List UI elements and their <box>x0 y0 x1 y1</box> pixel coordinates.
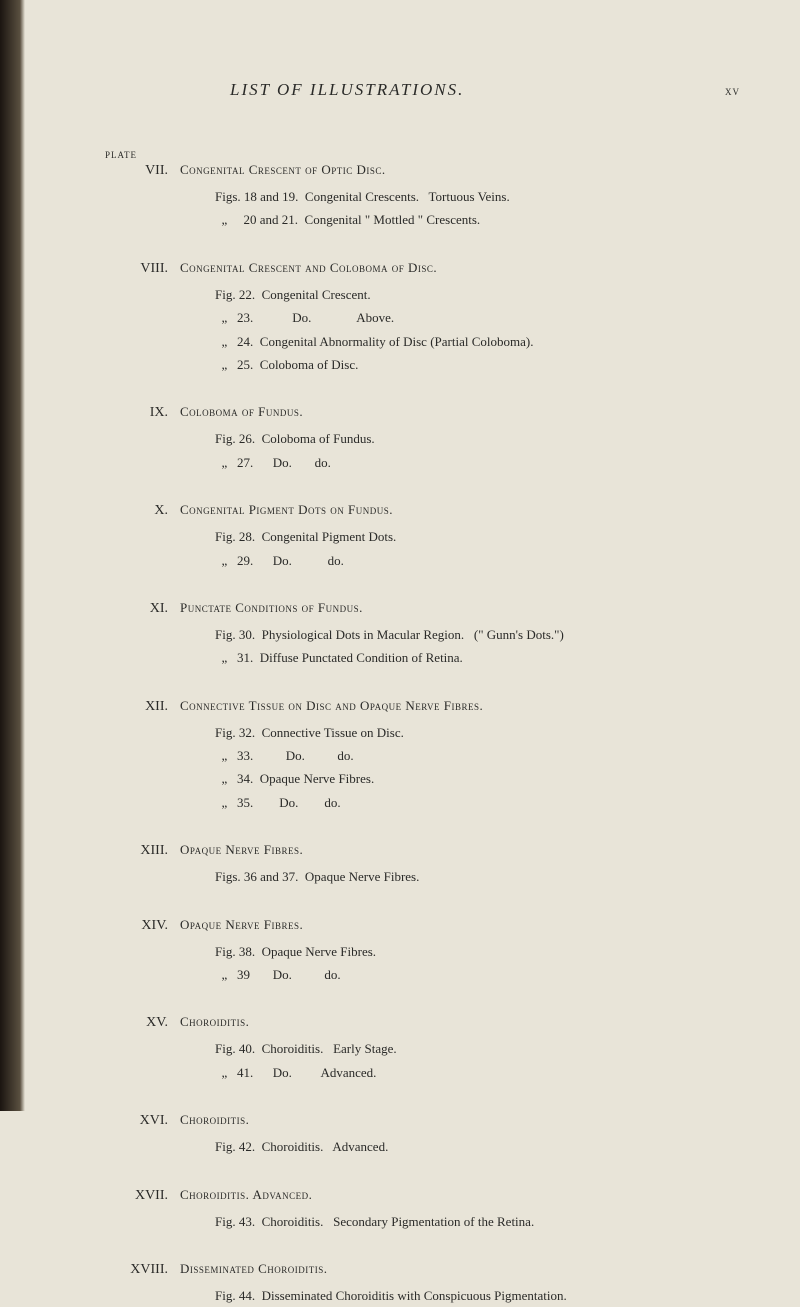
plate-roman: XVI. <box>120 1113 168 1129</box>
plate-title: Choroiditis. Advanced. <box>180 1187 312 1203</box>
figure-line: „ 27. Do. do. <box>215 451 740 474</box>
plate-roman: XIII. <box>120 843 168 859</box>
page-number: xv <box>725 83 740 99</box>
plate-header: XVII. Choroiditis. Advanced. <box>120 1187 740 1204</box>
figure-line: „ 20 and 21. Congenital " Mottled " Cres… <box>215 208 740 231</box>
plate-title: Choroiditis. <box>180 1112 249 1128</box>
figure-line: „ 24. Congenital Abnormality of Disc (Pa… <box>215 330 740 353</box>
list-entry: XII. Connective Tissue on Disc and Opaque… <box>120 698 740 815</box>
figure-line: „ 35. Do. do. <box>215 791 740 814</box>
figure-list: Fig. 30. Physiological Dots in Macular R… <box>215 623 740 670</box>
page-title: LIST OF ILLUSTRATIONS. <box>230 80 464 100</box>
plate-header: X. Congenital Pigment Dots on Fundus. <box>120 502 740 519</box>
plate-roman: XIV. <box>120 918 168 934</box>
plate-roman: X. <box>120 503 168 519</box>
figure-list: Fig. 38. Opaque Nerve Fibres. „ 39 Do. d… <box>215 940 740 987</box>
figure-line: „ 25. Coloboma of Disc. <box>215 353 740 376</box>
plate-roman: XII. <box>120 699 168 715</box>
list-entry: XVI. Choroiditis. Fig. 42. Choroiditis. Ad… <box>120 1112 740 1158</box>
list-entry: PLATEVII.Congenital Crescent of Optic Di… <box>120 150 740 232</box>
list-entry: XIII. Opaque Nerve Fibres. Figs. 36 and 37… <box>120 842 740 888</box>
plate-roman: IX. <box>120 405 168 421</box>
plate-header: XI. Punctate Conditions of Fundus. <box>120 600 740 617</box>
figure-list: Fig. 40. Choroiditis. Early Stage. „ 41.… <box>215 1037 740 1084</box>
list-entry: XVII. Choroiditis. Advanced. Fig. 43. Chor… <box>120 1187 740 1233</box>
plate-title: Disseminated Choroiditis. <box>180 1261 328 1277</box>
plate-header: XIV. Opaque Nerve Fibres. <box>120 917 740 934</box>
figure-line: „ 33. Do. do. <box>215 744 740 767</box>
plate-header: VIII. Congenital Crescent and Coloboma of… <box>120 260 740 277</box>
plate-roman: VIII. <box>120 261 168 277</box>
list-entry: XV. Choroiditis. Fig. 40. Choroiditis. Ear… <box>120 1014 740 1084</box>
list-entry: VIII. Congenital Crescent and Coloboma of… <box>120 260 740 377</box>
figure-line: Fig. 40. Choroiditis. Early Stage. <box>215 1037 740 1060</box>
plate-header: XVIII. Disseminated Choroiditis. <box>120 1261 740 1278</box>
plate-header: XIII. Opaque Nerve Fibres. <box>120 842 740 859</box>
entries-container: PLATEVII.Congenital Crescent of Optic Di… <box>120 150 740 1307</box>
plate-title: Choroiditis. <box>180 1014 249 1030</box>
figure-list: Figs. 18 and 19. Congenital Crescents. T… <box>215 185 740 232</box>
figure-line: Fig. 42. Choroiditis. Advanced. <box>215 1135 740 1158</box>
plate-header: XII. Connective Tissue on Disc and Opaque… <box>120 698 740 715</box>
plate-header: IX. Coloboma of Fundus. <box>120 404 740 421</box>
figure-list: Fig. 32. Connective Tissue on Disc. „ 33… <box>215 721 740 815</box>
figure-line: „ 39 Do. do. <box>215 963 740 986</box>
figure-line: Fig. 32. Connective Tissue on Disc. <box>215 721 740 744</box>
figure-list: Figs. 36 and 37. Opaque Nerve Fibres. <box>215 865 740 888</box>
plate-title: Congenital Crescent of Optic Disc. <box>180 162 386 178</box>
figure-list: Fig. 26. Coloboma of Fundus. „ 27. Do. d… <box>215 427 740 474</box>
figure-line: „ 34. Opaque Nerve Fibres. <box>215 767 740 790</box>
plate-title: Connective Tissue on Disc and Opaque Ner… <box>180 698 483 714</box>
figure-list: Fig. 28. Congenital Pigment Dots. „ 29. … <box>215 525 740 572</box>
plate-title: Punctate Conditions of Fundus. <box>180 600 363 616</box>
plate-title: Coloboma of Fundus. <box>180 404 303 420</box>
plate-label: PLATE <box>105 150 740 160</box>
figure-line: Fig. 38. Opaque Nerve Fibres. <box>215 940 740 963</box>
figure-line: Fig. 30. Physiological Dots in Macular R… <box>215 623 740 646</box>
plate-title: Congenital Pigment Dots on Fundus. <box>180 502 393 518</box>
plate-roman: XVIII. <box>120 1262 168 1278</box>
figure-line: „ 23. Do. Above. <box>215 306 740 329</box>
figure-line: „ 31. Diffuse Punctated Condition of Ret… <box>215 646 740 669</box>
plate-header: VII. Congenital Crescent of Optic Disc. <box>120 162 740 179</box>
figure-list: Fig. 44. Disseminated Choroiditis with C… <box>215 1284 740 1307</box>
figure-line: Figs. 18 and 19. Congenital Crescents. T… <box>215 185 740 208</box>
list-entry: IX. Coloboma of Fundus. Fig. 26. Coloboma … <box>120 404 740 474</box>
plate-title: Congenital Crescent and Coloboma of Disc… <box>180 260 437 276</box>
list-entry: XVIII. Disseminated Choroiditis. Fig. 44. … <box>120 1261 740 1307</box>
plate-roman: VII. <box>120 163 168 179</box>
figure-list: Fig. 42. Choroiditis. Advanced. <box>215 1135 740 1158</box>
page-header: LIST OF ILLUSTRATIONS. xv <box>120 80 740 100</box>
figure-line: Fig. 43. Choroiditis. Secondary Pigmenta… <box>215 1210 740 1233</box>
figure-list: Fig. 43. Choroiditis. Secondary Pigmenta… <box>215 1210 740 1233</box>
figure-line: Fig. 44. Disseminated Choroiditis with C… <box>215 1284 740 1307</box>
plate-roman: XV. <box>120 1015 168 1031</box>
plate-title: Opaque Nerve Fibres. <box>180 842 303 858</box>
figure-line: Fig. 26. Coloboma of Fundus. <box>215 427 740 450</box>
plate-roman: XVII. <box>120 1188 168 1204</box>
figure-line: Fig. 28. Congenital Pigment Dots. <box>215 525 740 548</box>
list-entry: X. Congenital Pigment Dots on Fundus. Fig.… <box>120 502 740 572</box>
plate-roman: XI. <box>120 601 168 617</box>
plate-title: Opaque Nerve Fibres. <box>180 917 303 933</box>
figure-line: „ 41. Do. Advanced. <box>215 1061 740 1084</box>
figure-line: Figs. 36 and 37. Opaque Nerve Fibres. <box>215 865 740 888</box>
list-entry: XIV. Opaque Nerve Fibres. Fig. 38. Opaque … <box>120 917 740 987</box>
figure-line: Fig. 22. Congenital Crescent. <box>215 283 740 306</box>
plate-header: XV. Choroiditis. <box>120 1014 740 1031</box>
plate-header: XVI. Choroiditis. <box>120 1112 740 1129</box>
figure-line: „ 29. Do. do. <box>215 549 740 572</box>
figure-list: Fig. 22. Congenital Crescent. „ 23. Do. … <box>215 283 740 377</box>
list-entry: XI. Punctate Conditions of Fundus. Fig. 30… <box>120 600 740 670</box>
